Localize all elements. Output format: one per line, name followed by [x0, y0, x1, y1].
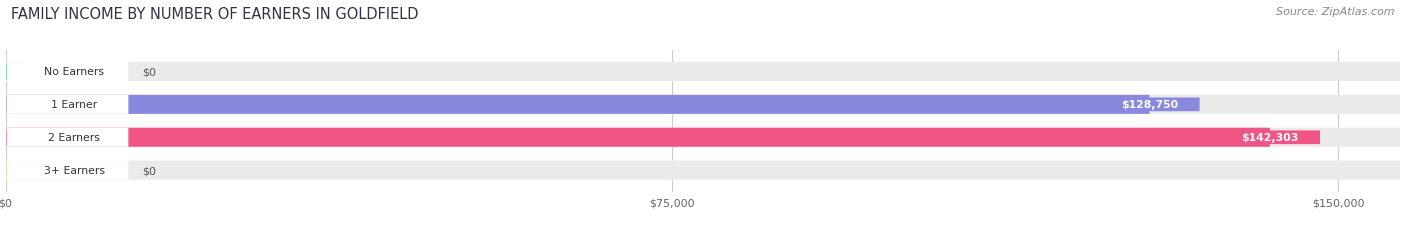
Text: 1 Earner: 1 Earner [51, 100, 97, 110]
FancyBboxPatch shape [6, 128, 1400, 147]
Text: FAMILY INCOME BY NUMBER OF EARNERS IN GOLDFIELD: FAMILY INCOME BY NUMBER OF EARNERS IN GO… [11, 7, 419, 22]
Text: $0: $0 [142, 165, 156, 175]
FancyBboxPatch shape [6, 128, 128, 147]
FancyBboxPatch shape [1099, 98, 1199, 112]
Text: 2 Earners: 2 Earners [48, 133, 100, 143]
FancyBboxPatch shape [6, 161, 1400, 180]
Text: $128,750: $128,750 [1121, 100, 1178, 110]
FancyBboxPatch shape [1219, 131, 1320, 145]
FancyBboxPatch shape [6, 95, 1400, 114]
Text: 3+ Earners: 3+ Earners [44, 165, 105, 175]
FancyBboxPatch shape [6, 95, 1150, 114]
FancyBboxPatch shape [6, 95, 128, 114]
Text: No Earners: No Earners [45, 67, 104, 77]
Text: $142,303: $142,303 [1241, 133, 1299, 143]
FancyBboxPatch shape [6, 63, 128, 82]
Text: Source: ZipAtlas.com: Source: ZipAtlas.com [1277, 7, 1395, 17]
Text: $0: $0 [142, 67, 156, 77]
FancyBboxPatch shape [6, 128, 1270, 147]
FancyBboxPatch shape [6, 63, 1400, 82]
FancyBboxPatch shape [6, 161, 128, 180]
